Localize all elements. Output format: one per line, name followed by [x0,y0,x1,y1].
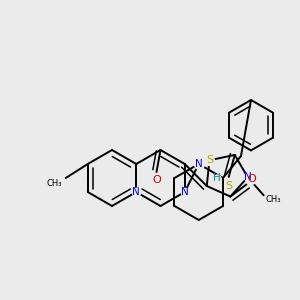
Text: N: N [132,187,140,197]
Text: CH₃: CH₃ [46,178,62,188]
Text: S: S [225,181,232,191]
Text: S: S [206,155,213,165]
Text: N: N [195,159,202,169]
Text: CH₃: CH₃ [266,195,281,204]
Text: O: O [152,175,161,185]
Text: O: O [247,173,256,184]
Text: N: N [244,172,252,182]
Text: H: H [213,173,220,183]
Text: N: N [181,187,189,197]
